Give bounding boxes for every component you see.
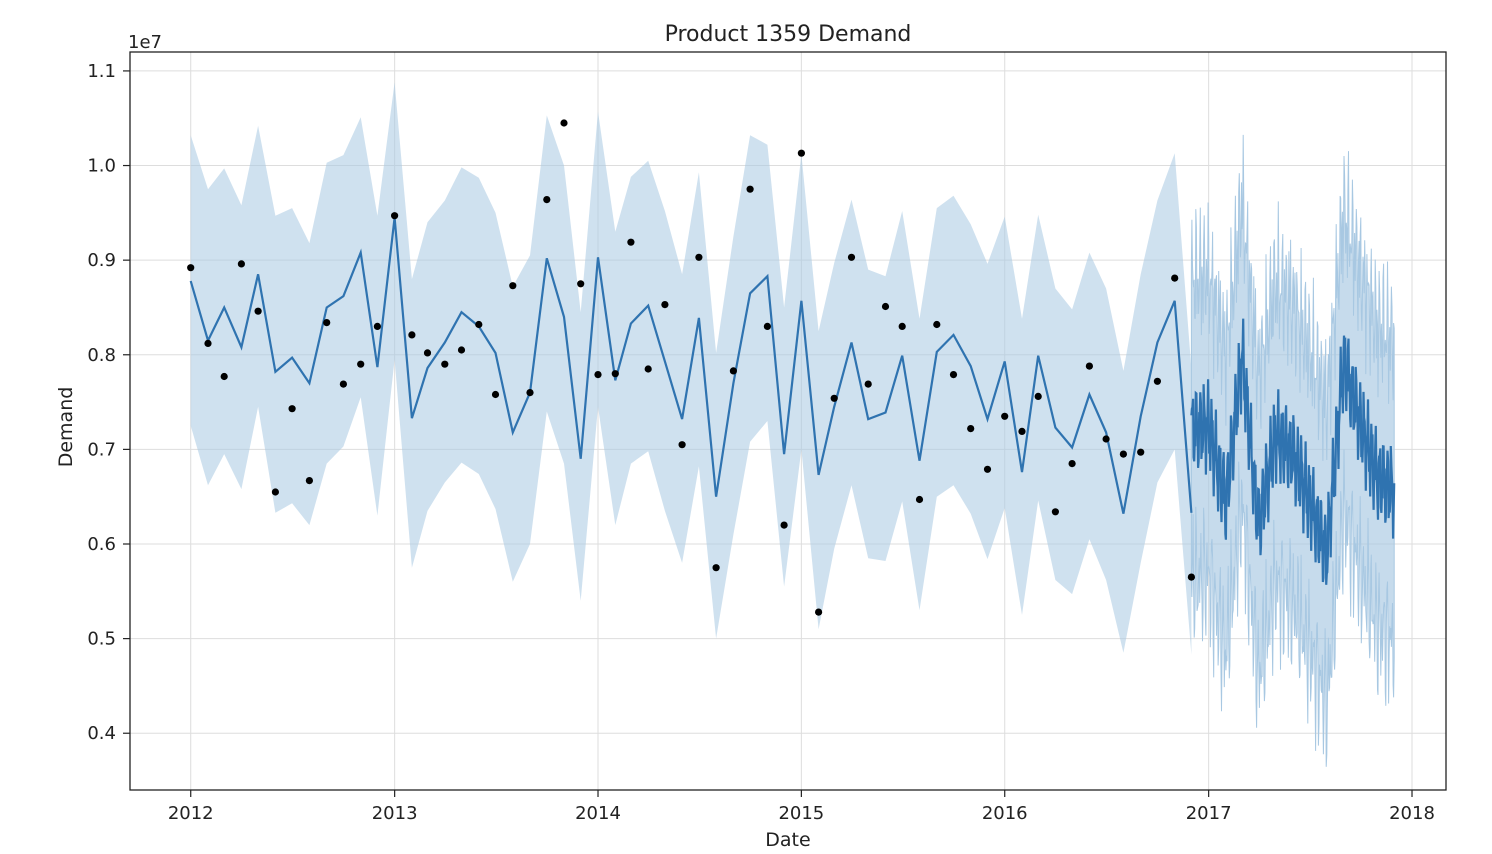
observed-point	[1068, 460, 1076, 468]
observed-point	[949, 371, 958, 379]
observed-point	[661, 301, 669, 309]
observed-points	[187, 119, 1195, 616]
observed-point	[915, 495, 924, 504]
observed-point	[830, 394, 838, 402]
observed-point	[1034, 392, 1042, 400]
y-axis-label: Demand	[55, 387, 77, 468]
chart-title: Product 1359 Demand	[665, 22, 912, 47]
observed-point	[864, 380, 872, 388]
x-tick-label: 2018	[1389, 803, 1435, 824]
forecast-lines	[189, 217, 1396, 585]
observed-point	[288, 405, 296, 413]
observed-point	[441, 360, 449, 368]
observed-point	[881, 302, 890, 311]
observed-point	[983, 465, 992, 473]
observed-point	[491, 390, 500, 399]
x-axis-label: Date	[765, 829, 810, 850]
observed-point	[457, 346, 466, 354]
observed-point	[729, 367, 738, 375]
observed-point	[526, 389, 534, 397]
observed-point	[627, 238, 635, 246]
observed-point	[797, 149, 806, 157]
x-tick-label: 2015	[778, 803, 824, 824]
observed-point	[423, 349, 432, 357]
observed-point	[1001, 412, 1009, 420]
observed-point	[611, 370, 619, 378]
observed-point	[1153, 377, 1161, 385]
observed-point	[847, 253, 856, 261]
observed-point	[1119, 450, 1127, 458]
y-tick-label: 0.4	[87, 723, 116, 744]
observed-point	[187, 264, 195, 272]
observed-point	[543, 196, 551, 204]
y-axis-scale-label: 1e7	[128, 32, 162, 53]
observed-point	[577, 280, 585, 288]
observed-point	[1171, 274, 1179, 282]
y-axis-ticks: 0.4 0.5 0.6 0.7 0.8 0.9 1.0 1.1	[87, 61, 130, 744]
y-tick-label: 0.8	[87, 345, 116, 366]
observed-point	[815, 608, 823, 616]
observed-point	[237, 260, 245, 268]
y-tick-label: 0.9	[87, 250, 116, 271]
forecast-line-history	[189, 217, 1193, 514]
x-tick-label: 2013	[372, 803, 418, 824]
x-tick-label: 2016	[982, 803, 1028, 824]
observed-point	[323, 319, 331, 327]
observed-point	[408, 331, 416, 339]
observed-point	[967, 425, 975, 433]
observed-point	[780, 521, 788, 529]
y-tick-label: 0.6	[87, 534, 116, 555]
forecast-line-future	[1190, 318, 1396, 585]
y-tick-label: 0.7	[87, 439, 116, 460]
y-tick-label: 1.0	[87, 156, 116, 177]
observed-point	[560, 119, 568, 127]
plot-frame	[129, 51, 1447, 791]
observed-point	[763, 322, 772, 330]
x-axis-ticks: 2012 2013 2014 2015 2016 2017 2018	[168, 790, 1435, 824]
observed-point	[271, 488, 279, 496]
observed-point	[594, 371, 602, 379]
observed-point	[357, 360, 365, 368]
observed-point	[391, 212, 399, 220]
observed-point	[1085, 362, 1093, 370]
observed-point	[644, 365, 652, 373]
x-tick-label: 2012	[168, 803, 214, 824]
observed-point	[254, 307, 262, 315]
observed-point	[746, 185, 754, 193]
observed-point	[678, 441, 686, 449]
observed-point	[475, 320, 483, 329]
observed-point	[933, 320, 941, 329]
x-tick-label: 2014	[575, 803, 621, 824]
x-tick-label: 2017	[1186, 803, 1232, 824]
observed-point	[339, 380, 347, 388]
observed-point	[305, 477, 313, 485]
observed-point	[509, 282, 517, 290]
observed-point	[1051, 508, 1059, 516]
observed-point	[1018, 427, 1026, 435]
observed-point	[1102, 435, 1110, 443]
y-tick-label: 1.1	[87, 61, 116, 82]
observed-point	[1187, 573, 1195, 581]
observed-point	[204, 339, 212, 347]
observed-point	[695, 253, 703, 261]
observed-point	[898, 322, 906, 330]
observed-point	[373, 322, 381, 330]
observed-point	[1137, 448, 1145, 456]
observed-point	[220, 372, 228, 381]
observed-point	[712, 564, 720, 572]
y-tick-label: 0.5	[87, 629, 116, 650]
